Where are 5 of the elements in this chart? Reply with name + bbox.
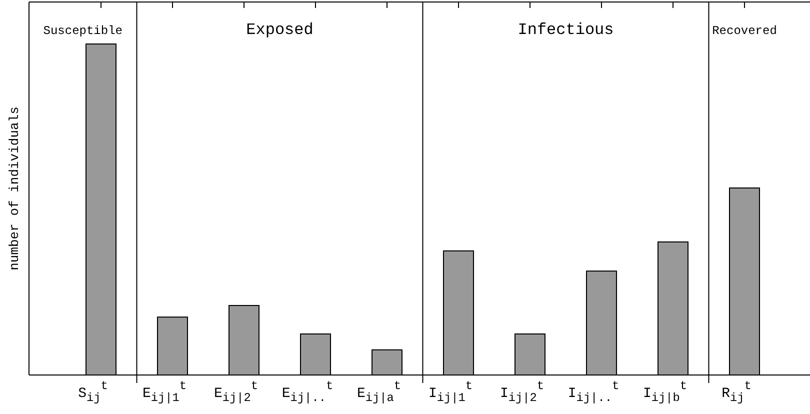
y-axis-title: number of individuals [7,106,22,270]
text: Infectious [518,21,614,39]
text: Exposed [246,21,314,39]
text: Susceptible [43,24,122,38]
text: Recovered [712,24,777,38]
